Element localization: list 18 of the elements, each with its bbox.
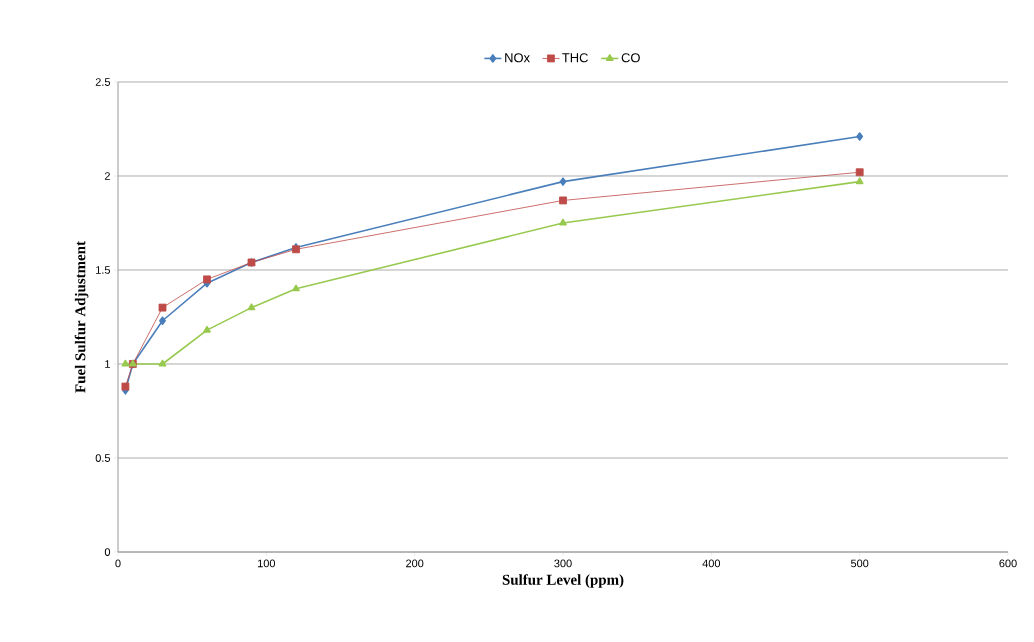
x-tick-label: 400 [702,559,721,568]
y-tick-label: 1.5 [96,266,111,274]
y-tick-label: 1 [105,360,110,368]
x-tick-label: 200 [406,559,424,568]
x-tick-label: 600 [999,559,1017,568]
x-tick-label: 0 [115,559,121,568]
legend-label: NOx [505,53,530,63]
y-tick-label: 0.5 [95,454,111,462]
x-axis-title: Sulfur Level (ppm) [502,574,624,588]
x-tick-label: 300 [554,559,572,568]
x-tick-label: 100 [258,559,276,568]
y-tick-label: 2 [104,172,110,180]
y-tick-label: 2.5 [95,78,111,86]
legend-label: CO [621,53,640,63]
x-tick-label: 500 [850,559,869,568]
y-tick-label: 0 [104,548,111,556]
legend-label: THC [562,53,588,63]
y-axis-title: Fuel Sulfur Adjustment [74,241,89,393]
